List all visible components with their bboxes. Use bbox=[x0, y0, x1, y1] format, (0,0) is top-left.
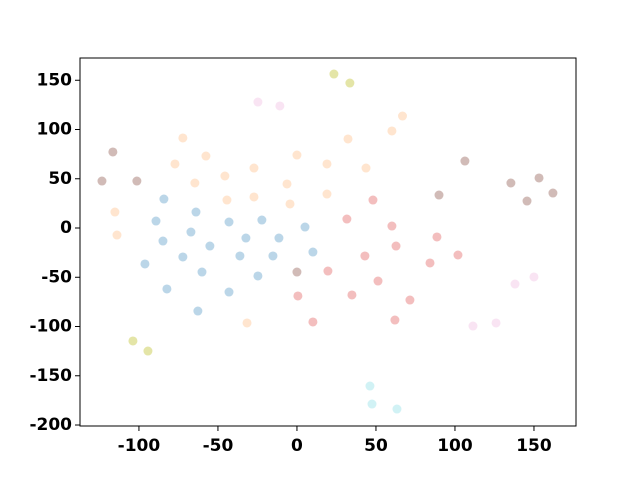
point bbox=[293, 291, 303, 301]
point bbox=[282, 179, 292, 189]
point bbox=[97, 176, 107, 186]
point bbox=[224, 287, 234, 297]
point bbox=[170, 159, 180, 169]
point bbox=[392, 404, 402, 414]
point bbox=[151, 216, 161, 226]
x-tick-label: 50 bbox=[364, 436, 388, 456]
point bbox=[241, 233, 251, 243]
point bbox=[534, 173, 544, 183]
point bbox=[197, 267, 207, 277]
x-tick-label: -100 bbox=[118, 436, 161, 456]
point bbox=[387, 126, 397, 136]
point bbox=[274, 233, 284, 243]
point bbox=[186, 227, 196, 237]
y-tick-label: 150 bbox=[37, 70, 73, 90]
point bbox=[347, 290, 357, 300]
point bbox=[178, 252, 188, 262]
point bbox=[253, 97, 263, 107]
y-tick-label: -200 bbox=[29, 415, 72, 435]
point bbox=[308, 317, 318, 327]
point bbox=[222, 195, 232, 205]
point bbox=[468, 321, 478, 331]
point bbox=[159, 194, 169, 204]
point bbox=[432, 232, 442, 242]
point bbox=[405, 295, 415, 305]
point bbox=[285, 199, 295, 209]
point bbox=[506, 178, 516, 188]
point bbox=[360, 251, 370, 261]
y-tick-label: 0 bbox=[60, 218, 72, 238]
point bbox=[323, 266, 333, 276]
point bbox=[235, 251, 245, 261]
point bbox=[191, 207, 201, 217]
point bbox=[548, 188, 558, 198]
point bbox=[529, 272, 539, 282]
point bbox=[292, 267, 302, 277]
x-tick-label: 150 bbox=[516, 436, 552, 456]
point bbox=[343, 134, 353, 144]
y-tick-label: -50 bbox=[41, 267, 72, 287]
point bbox=[268, 251, 278, 261]
point bbox=[249, 163, 259, 173]
point bbox=[367, 399, 377, 409]
point bbox=[398, 111, 408, 121]
point bbox=[322, 159, 332, 169]
point bbox=[162, 284, 172, 294]
x-tick-label: 100 bbox=[437, 436, 473, 456]
point bbox=[373, 276, 383, 286]
point bbox=[322, 189, 332, 199]
point bbox=[257, 215, 267, 225]
point bbox=[132, 176, 142, 186]
point bbox=[368, 195, 378, 205]
point bbox=[308, 247, 318, 257]
point bbox=[522, 196, 532, 206]
point bbox=[110, 207, 120, 217]
point bbox=[387, 221, 397, 231]
point bbox=[205, 241, 215, 251]
point bbox=[190, 178, 200, 188]
point bbox=[292, 150, 302, 160]
y-tick-label: -100 bbox=[29, 317, 72, 337]
y-tick-label: 50 bbox=[48, 169, 72, 189]
point bbox=[434, 190, 444, 200]
plot-area bbox=[79, 57, 577, 427]
point bbox=[510, 279, 520, 289]
point bbox=[342, 214, 352, 224]
y-tick-label: 100 bbox=[37, 120, 73, 140]
point bbox=[143, 346, 153, 356]
point bbox=[220, 171, 230, 181]
point bbox=[140, 259, 150, 269]
point bbox=[300, 222, 310, 232]
point bbox=[249, 192, 259, 202]
point bbox=[453, 250, 463, 260]
point bbox=[224, 217, 234, 227]
y-tick-label: -150 bbox=[29, 366, 72, 386]
point bbox=[112, 230, 122, 240]
point bbox=[158, 236, 168, 246]
point bbox=[460, 156, 470, 166]
point bbox=[361, 163, 371, 173]
point bbox=[253, 271, 263, 281]
point bbox=[365, 381, 375, 391]
point bbox=[390, 315, 400, 325]
x-tick-label: 0 bbox=[291, 436, 303, 456]
point bbox=[391, 241, 401, 251]
point bbox=[193, 306, 203, 316]
point bbox=[201, 151, 211, 161]
point bbox=[178, 133, 188, 143]
point bbox=[491, 318, 501, 328]
x-tick-label: -50 bbox=[203, 436, 234, 456]
point bbox=[275, 101, 285, 111]
point bbox=[128, 336, 138, 346]
point bbox=[108, 147, 118, 157]
point bbox=[425, 258, 435, 268]
point bbox=[242, 318, 252, 328]
point bbox=[329, 69, 339, 79]
point bbox=[345, 78, 355, 88]
